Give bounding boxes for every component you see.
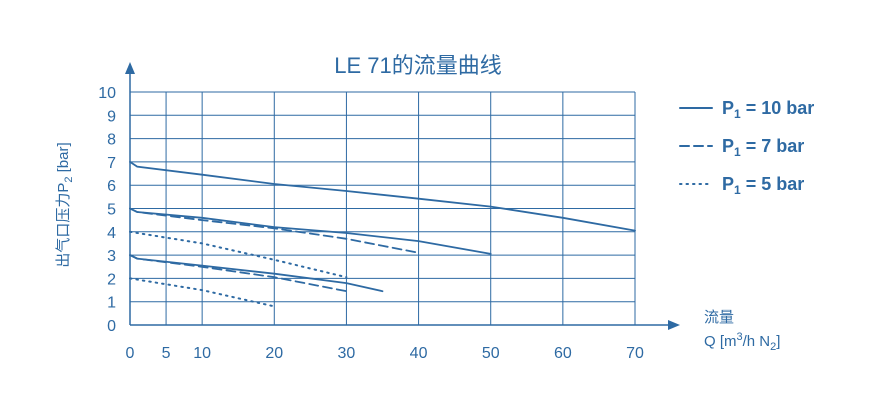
y-tick-label: 4: [107, 225, 116, 242]
y-tick-label: 7: [107, 155, 116, 172]
x-tick-label: 10: [193, 345, 211, 362]
y-tick-label: 10: [98, 85, 116, 102]
chart-grid: [129, 91, 636, 326]
y-tick-label: 6: [107, 178, 116, 195]
x-tick-label: 40: [410, 345, 428, 362]
legend-label: P1 = 10 bar: [722, 98, 814, 121]
y-tick-labels: 0 1 2 3 4 5 6 7 8 9 10: [98, 85, 116, 335]
y-tick-label: 9: [107, 108, 116, 125]
y-tick-label: 1: [107, 295, 116, 312]
x-tick-label: 70: [626, 345, 644, 362]
y-axis-arrow-icon: [125, 62, 135, 74]
x-axis-label-unit: Q [m3/h N2]: [704, 331, 780, 353]
series-line-dotted: [129, 277, 276, 308]
x-tick-label: 0: [126, 345, 135, 362]
x-tick-label: 50: [482, 345, 500, 362]
series-line-dashed: [129, 207, 420, 254]
series-line-solid: [129, 254, 384, 293]
y-axis-label: 出气口压力P2 [bar]: [55, 142, 75, 267]
series-line-solid: [129, 160, 636, 232]
y-tick-label: 2: [107, 271, 116, 288]
x-axis-arrow-icon: [668, 320, 680, 330]
series-line-solid: [129, 207, 492, 255]
x-tick-label: 20: [265, 345, 283, 362]
x-axis-label-name: 流量: [704, 309, 734, 326]
chart-axes: [125, 62, 680, 330]
series-line-dashed: [129, 254, 348, 293]
y-tick-label: 5: [107, 202, 116, 219]
y-tick-label: 3: [107, 248, 116, 265]
chart-legend: P1 = 10 bar P1 = 7 bar P1 = 5 bar: [679, 98, 814, 197]
chart-series: [129, 160, 636, 308]
chart-title: LE 71的流量曲线: [334, 53, 502, 78]
x-tick-label: 30: [338, 345, 356, 362]
x-tick-label: 5: [162, 345, 171, 362]
y-tick-label: 0: [107, 318, 116, 335]
legend-label: P1 = 5 bar: [722, 174, 804, 197]
x-tick-label: 60: [554, 345, 572, 362]
series-line-dotted: [129, 230, 348, 279]
legend-label: P1 = 7 bar: [722, 136, 804, 159]
x-tick-labels: 0 5 10 20 30 40 50 60 70: [126, 345, 644, 362]
y-tick-label: 8: [107, 132, 116, 149]
